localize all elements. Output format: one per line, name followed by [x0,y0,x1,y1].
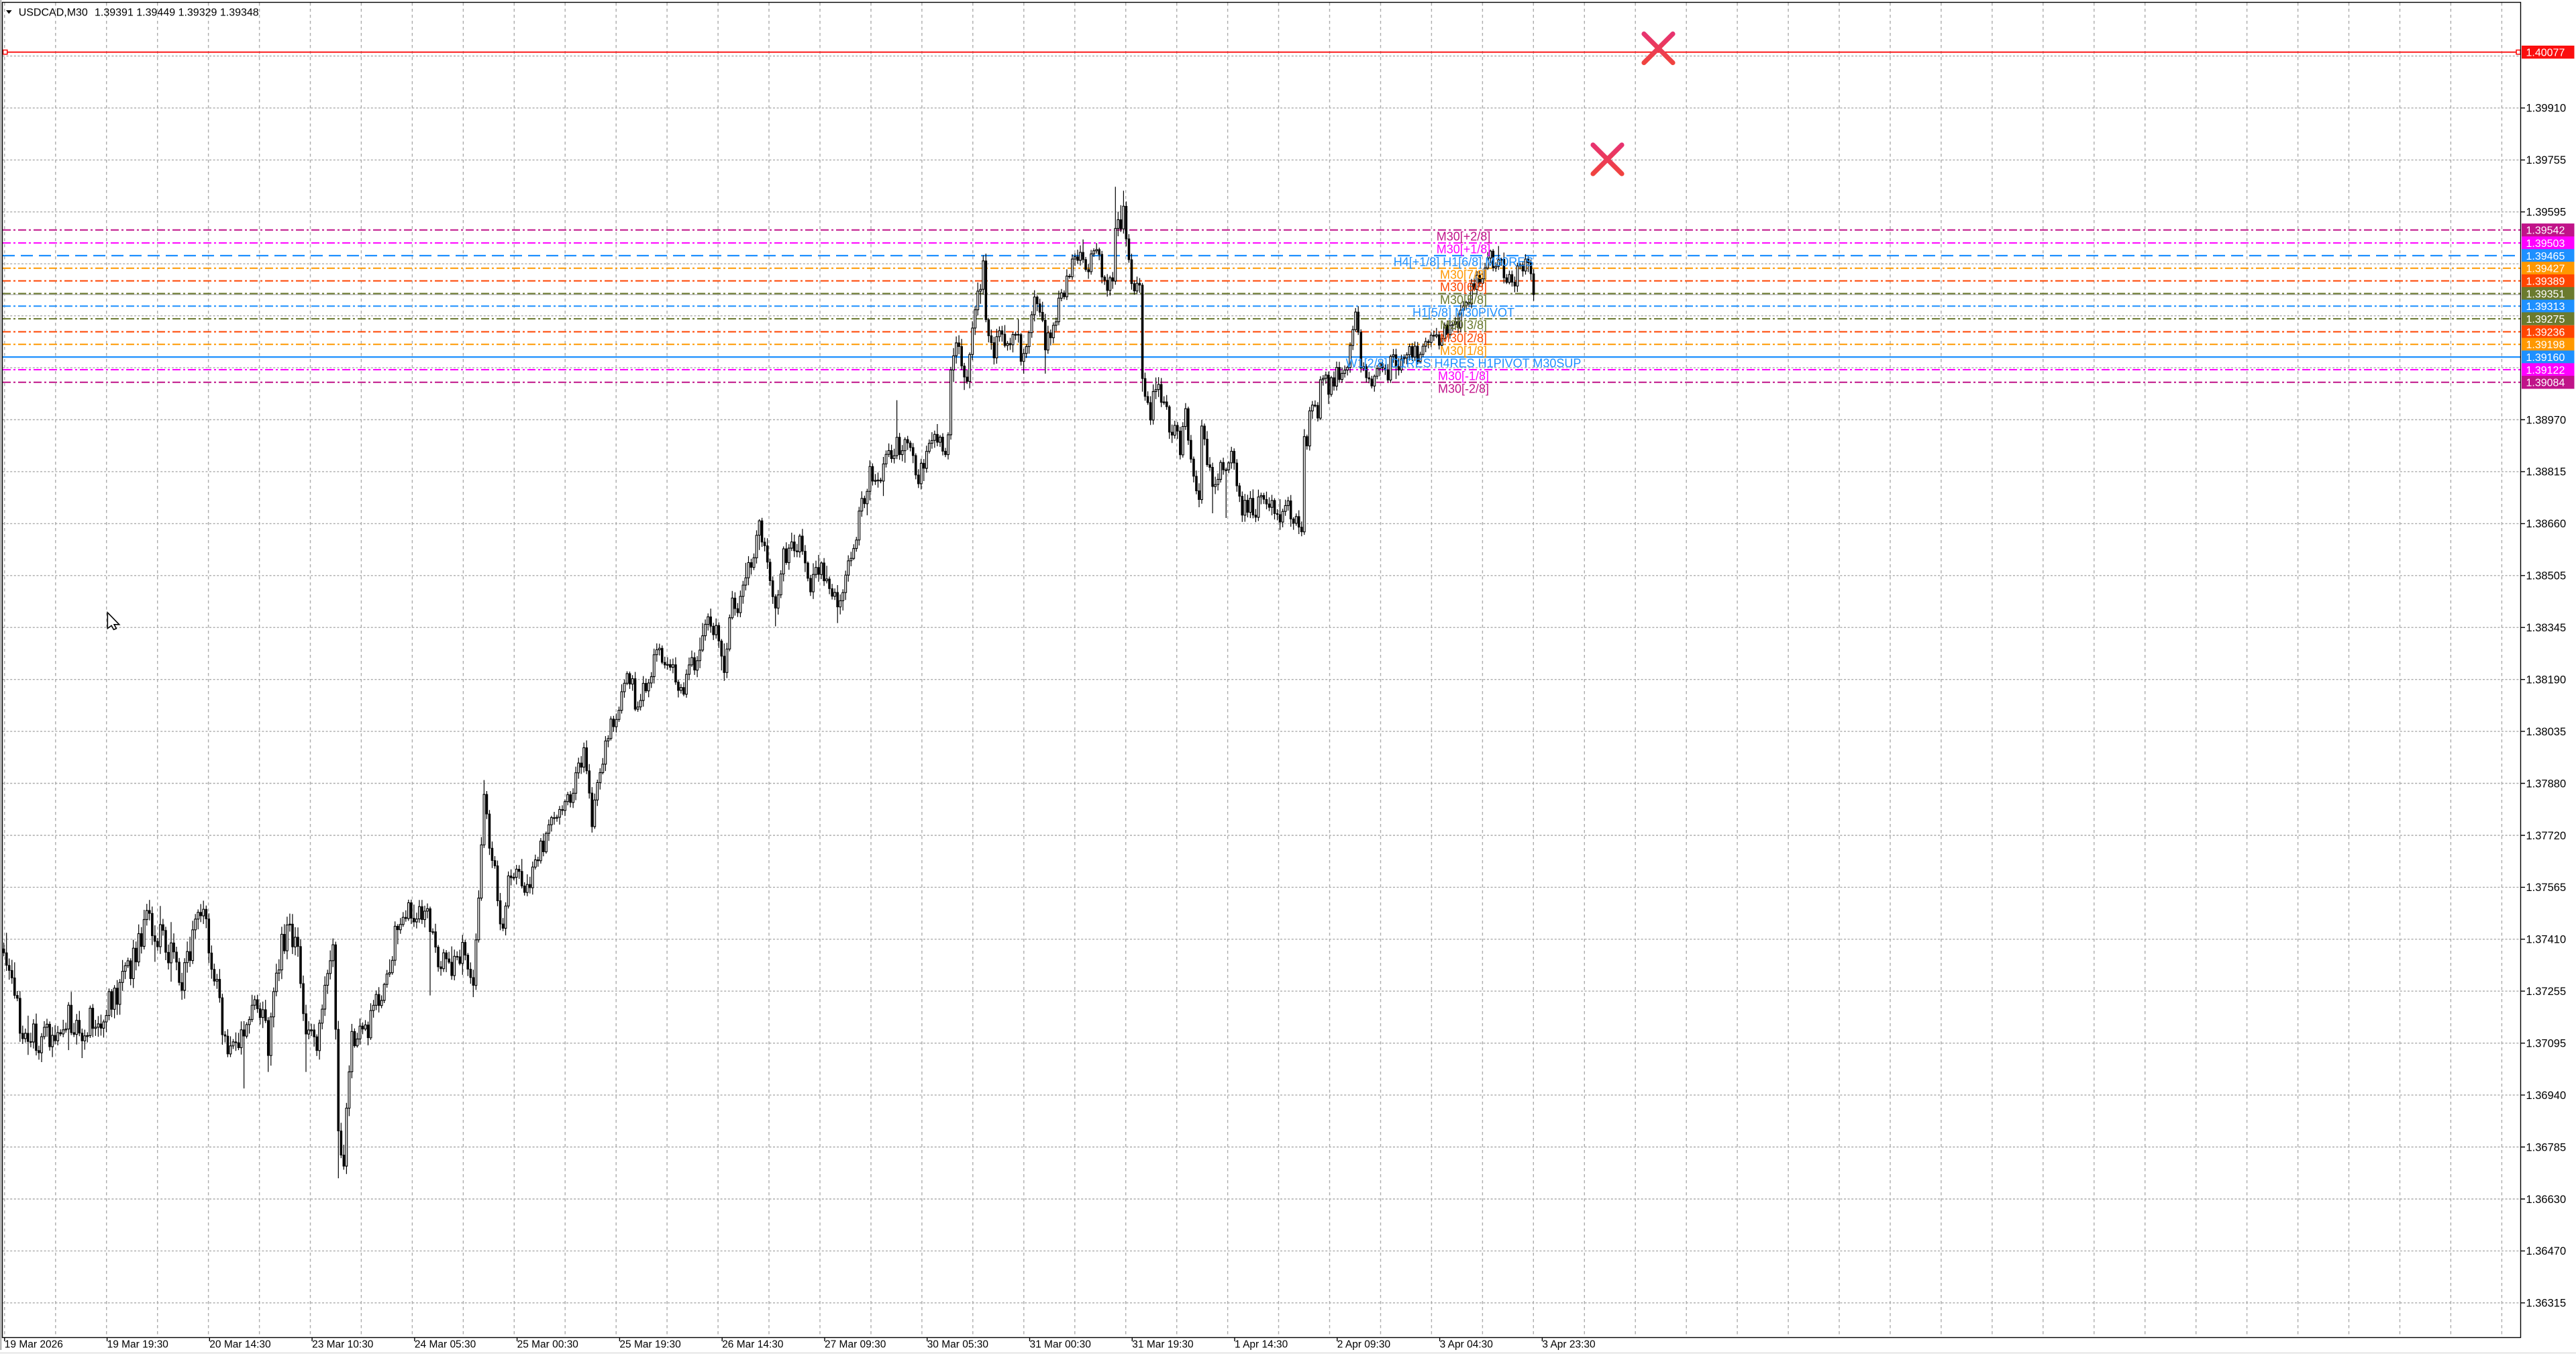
svg-text:1.38505: 1.38505 [2526,570,2567,582]
svg-text:1.36785: 1.36785 [2526,1141,2567,1153]
svg-text:27 Mar 09:30: 27 Mar 09:30 [825,1339,886,1351]
svg-text:1.39465: 1.39465 [2526,251,2565,262]
svg-text:24 Mar 05:30: 24 Mar 05:30 [415,1339,476,1351]
svg-text:1.39122: 1.39122 [2526,365,2565,376]
svg-text:1.39427: 1.39427 [2526,264,2565,275]
svg-text:1.39160: 1.39160 [2526,352,2565,364]
svg-text:31 Mar 00:30: 31 Mar 00:30 [1030,1339,1092,1351]
svg-text:1.39084: 1.39084 [2526,378,2565,389]
svg-text:M30[6/8]: M30[6/8] [1440,280,1487,294]
svg-text:3 Apr 23:30: 3 Apr 23:30 [1542,1339,1596,1351]
svg-text:1.36940: 1.36940 [2526,1090,2567,1102]
svg-text:1.39503: 1.39503 [2526,238,2565,250]
svg-text:1.39313: 1.39313 [2526,301,2565,313]
svg-text:1.39755: 1.39755 [2526,154,2567,166]
svg-text:1.39542: 1.39542 [2526,225,2565,237]
svg-text:M30[+2/8]: M30[+2/8] [1437,229,1491,243]
svg-text:25 Mar 00:30: 25 Mar 00:30 [517,1339,579,1351]
svg-text:M30[-2/8]: M30[-2/8] [1438,382,1489,395]
svg-text:W1[2/8] D1RES H4RES H1PIVOT M3: W1[2/8] D1RES H4RES H1PIVOT M30SUP [1346,357,1582,370]
svg-text:25 Mar 19:30: 25 Mar 19:30 [619,1339,681,1351]
svg-text:26 Mar 14:30: 26 Mar 14:30 [722,1339,784,1351]
svg-text:1.40077: 1.40077 [2526,48,2565,59]
svg-text:1.39391 1.39449 1.39329 1.3934: 1.39391 1.39449 1.39329 1.39348 [95,7,259,19]
svg-text:1.39275: 1.39275 [2526,314,2565,325]
svg-text:H4[+1/8] H1[6/8] M30RES: H4[+1/8] H1[6/8] M30RES [1394,256,1534,269]
svg-text:1.37095: 1.37095 [2526,1038,2567,1050]
svg-text:1.38345: 1.38345 [2526,622,2567,634]
svg-text:M30[2/8]: M30[2/8] [1440,331,1487,345]
svg-text:M30[+1/8]: M30[+1/8] [1437,243,1491,256]
svg-text:H1[5/8] M30PIVOT: H1[5/8] M30PIVOT [1412,306,1514,319]
svg-text:1.36470: 1.36470 [2526,1245,2567,1257]
svg-text:1.37565: 1.37565 [2526,882,2567,894]
svg-text:31 Mar 19:30: 31 Mar 19:30 [1132,1339,1194,1351]
svg-text:1.38815: 1.38815 [2526,466,2567,478]
svg-text:1.37410: 1.37410 [2526,934,2567,946]
svg-text:1.36315: 1.36315 [2526,1298,2567,1310]
svg-text:2 Apr 09:30: 2 Apr 09:30 [1337,1339,1391,1351]
svg-text:1.37880: 1.37880 [2526,778,2567,790]
svg-text:1.39595: 1.39595 [2526,207,2567,219]
svg-text:M30[5/8]: M30[5/8] [1440,293,1487,307]
svg-text:1 Apr 14:30: 1 Apr 14:30 [1235,1339,1288,1351]
svg-text:1.37720: 1.37720 [2526,830,2567,842]
svg-text:M30[3/8]: M30[3/8] [1440,319,1487,332]
svg-text:1.37255: 1.37255 [2526,986,2567,998]
svg-text:3 Apr 04:30: 3 Apr 04:30 [1440,1339,1494,1351]
svg-text:USDCAD,M30: USDCAD,M30 [19,7,88,19]
svg-text:1.38190: 1.38190 [2526,674,2567,686]
svg-text:1.39910: 1.39910 [2526,103,2567,115]
svg-text:1.38970: 1.38970 [2526,414,2567,426]
svg-text:1.39198: 1.39198 [2526,340,2565,351]
svg-text:19 Mar 19:30: 19 Mar 19:30 [107,1339,169,1351]
svg-text:1.36630: 1.36630 [2526,1194,2567,1206]
svg-text:23 Mar 10:30: 23 Mar 10:30 [312,1339,374,1351]
svg-text:1.39236: 1.39236 [2526,327,2565,338]
svg-text:20 Mar 14:30: 20 Mar 14:30 [209,1339,271,1351]
svg-text:M30[-1/8]: M30[-1/8] [1438,370,1489,383]
svg-text:30 Mar 05:30: 30 Mar 05:30 [927,1339,989,1351]
svg-text:1.38035: 1.38035 [2526,726,2567,738]
svg-text:M30[1/8]: M30[1/8] [1440,344,1487,358]
svg-text:1.39351: 1.39351 [2526,289,2565,300]
svg-text:1.39389: 1.39389 [2526,276,2565,287]
svg-text:1.38660: 1.38660 [2526,518,2567,530]
svg-text:M30[7/8]: M30[7/8] [1440,268,1487,281]
svg-text:19 Mar 2026: 19 Mar 2026 [5,1339,63,1351]
